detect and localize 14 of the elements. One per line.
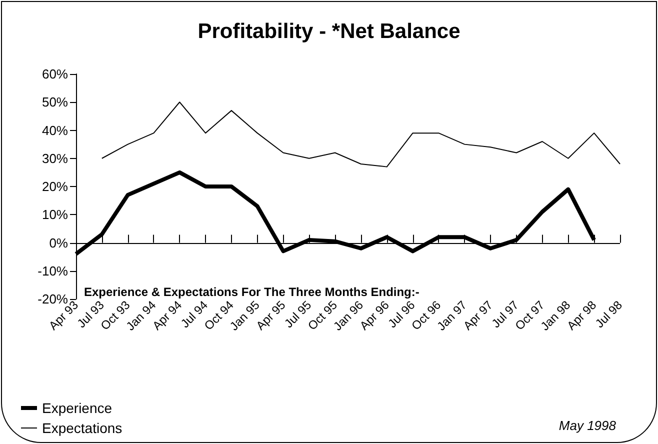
y-tick-label: 10%	[42, 207, 68, 222]
y-tick-label: 50%	[42, 94, 68, 110]
text: May 1998	[558, 418, 617, 433]
chart-title: Profitability - *Net Balance	[198, 20, 460, 43]
legend-label: Experience	[42, 400, 112, 416]
y-tick-label: 40%	[42, 122, 68, 138]
annotation: Experience & Expectations For The Three Months Ending:-	[84, 285, 420, 299]
y-tick-label: 30%	[42, 150, 68, 166]
legend-label: Expectations	[42, 420, 122, 436]
y-tick-label: -20%	[38, 292, 68, 306]
y-tick-label: 0%	[49, 235, 68, 250]
y-tick-label: 60%	[42, 66, 68, 82]
y-tick-label: -10%	[38, 263, 68, 278]
y-tick-label: 20%	[42, 179, 68, 194]
